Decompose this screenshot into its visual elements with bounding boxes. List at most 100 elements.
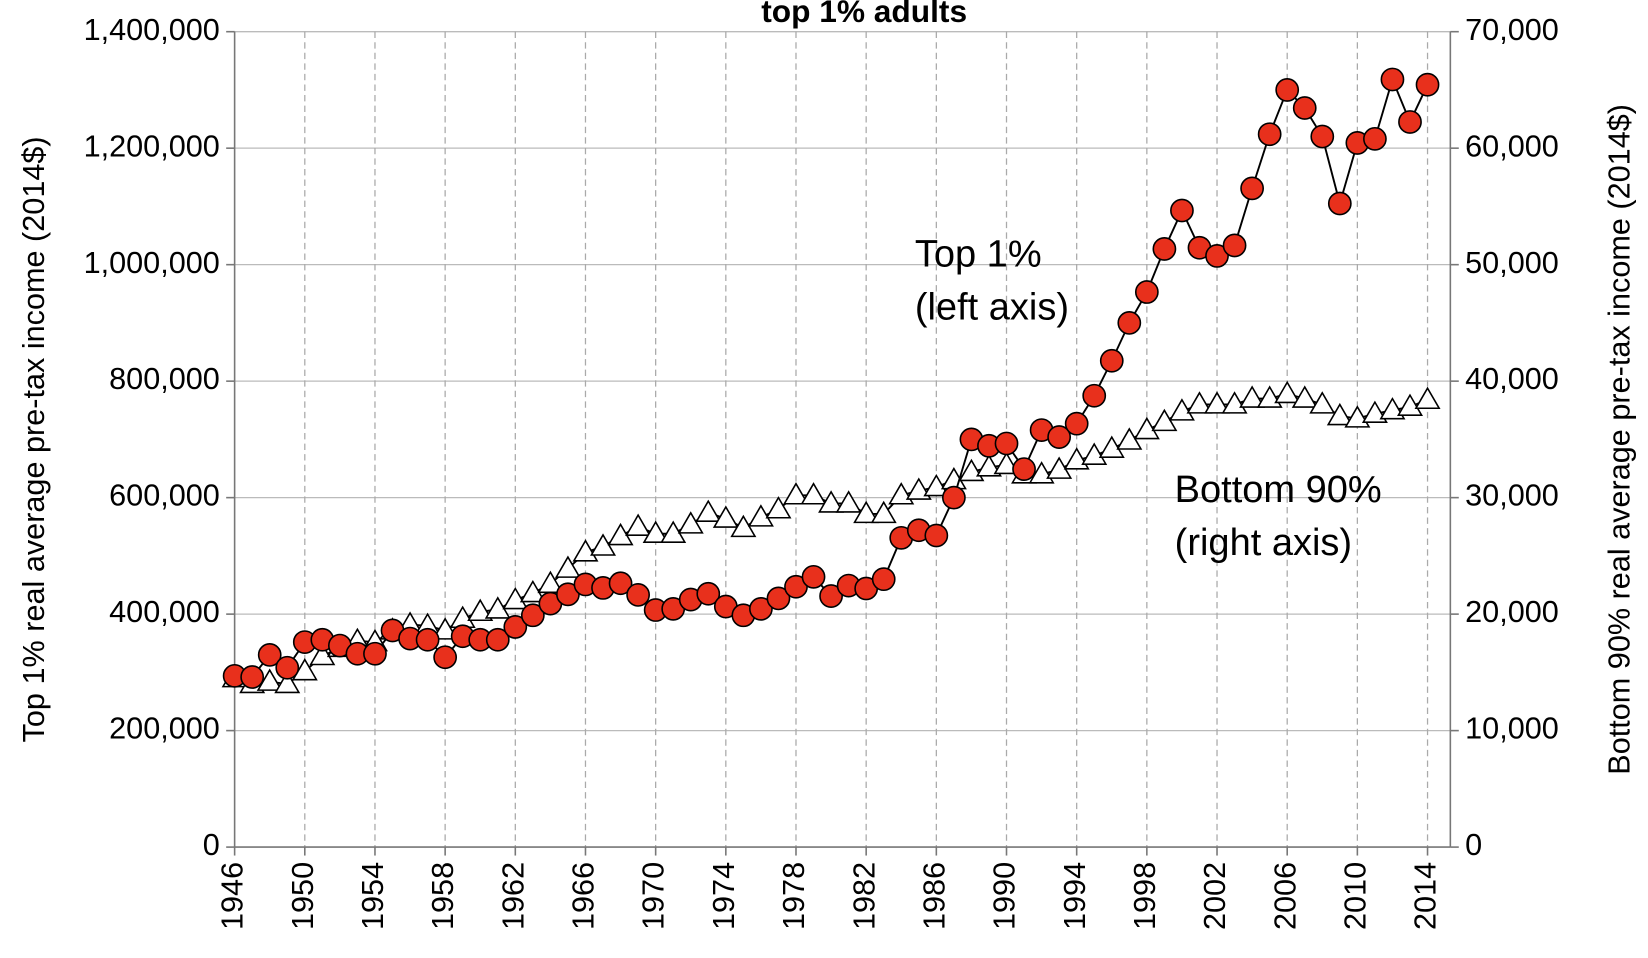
- y2-tick-label: 60,000: [1465, 129, 1559, 163]
- marker: [1152, 237, 1177, 261]
- marker: [432, 617, 459, 640]
- marker: [994, 431, 1019, 456]
- marker: [1012, 457, 1036, 481]
- x-tick-label: 1966: [567, 862, 601, 930]
- marker: [677, 511, 704, 534]
- y-tick-label: 400,000: [109, 595, 220, 629]
- x-tick-label: 2002: [1198, 862, 1232, 930]
- marker: [572, 539, 599, 562]
- marker: [415, 627, 440, 652]
- marker: [1099, 348, 1124, 373]
- x-tick-label: 1962: [496, 862, 530, 930]
- x-tick-label: 1950: [286, 862, 320, 930]
- marker: [1098, 435, 1125, 458]
- marker: [818, 490, 845, 513]
- marker: [924, 523, 949, 548]
- marker: [1170, 198, 1194, 223]
- marker: [1326, 402, 1353, 426]
- marker: [274, 670, 301, 694]
- marker: [363, 641, 387, 666]
- x-tick-label: 1954: [356, 862, 390, 930]
- marker: [1291, 385, 1318, 408]
- marker: [1134, 280, 1159, 304]
- marker: [941, 485, 966, 510]
- x-tick-label: 1978: [777, 862, 811, 930]
- chart-title: top 1% adults: [761, 0, 967, 29]
- marker: [1361, 400, 1388, 424]
- y2-tick-label: 50,000: [1465, 246, 1559, 280]
- marker: [1363, 126, 1387, 151]
- marker: [870, 500, 897, 524]
- y2-tick-label: 30,000: [1465, 479, 1559, 513]
- marker: [853, 500, 880, 524]
- marker: [783, 482, 809, 505]
- marker: [1257, 122, 1282, 147]
- marker: [503, 615, 528, 639]
- x-tick-label: 2014: [1409, 862, 1443, 930]
- y2-tick-label: 10,000: [1465, 712, 1559, 746]
- x-tick-label: 1970: [637, 862, 671, 930]
- marker: [747, 504, 774, 527]
- marker: [905, 477, 932, 500]
- y-axis-label: Top 1% real average pre-tax income (2014…: [17, 136, 51, 742]
- marker: [642, 520, 669, 543]
- x-tick-label: 1994: [1058, 862, 1092, 930]
- marker: [1380, 67, 1405, 92]
- marker: [1064, 411, 1089, 436]
- marker: [765, 496, 792, 519]
- y-tick-label: 1,200,000: [84, 129, 220, 163]
- marker: [1081, 442, 1108, 465]
- x-tick-label: 1974: [707, 862, 741, 930]
- marker: [1309, 391, 1336, 414]
- x-tick-label: 1946: [216, 862, 250, 930]
- marker: [800, 482, 827, 505]
- annotation: (left axis): [915, 287, 1069, 329]
- marker: [1274, 380, 1301, 404]
- marker: [257, 643, 282, 667]
- marker: [1133, 416, 1160, 440]
- marker: [1205, 244, 1229, 268]
- marker: [819, 584, 843, 608]
- marker: [275, 655, 300, 680]
- marker: [240, 665, 265, 689]
- marker: [1398, 110, 1422, 134]
- marker: [1292, 96, 1317, 120]
- marker: [1240, 176, 1264, 201]
- x-tick-label: 1982: [847, 862, 881, 930]
- y2-tick-label: 20,000: [1465, 595, 1559, 629]
- marker: [975, 454, 1002, 477]
- marker: [554, 555, 581, 578]
- marker: [1415, 72, 1440, 97]
- marker: [1168, 398, 1195, 421]
- x-tick-label: 1986: [917, 862, 951, 930]
- marker: [256, 668, 283, 691]
- y2-tick-label: 0: [1465, 828, 1482, 862]
- marker: [1310, 124, 1335, 149]
- x-tick-label: 1958: [426, 862, 460, 930]
- annotation: Bottom 90%: [1175, 469, 1382, 511]
- y-tick-label: 800,000: [109, 362, 220, 396]
- x-tick-label: 2010: [1338, 862, 1372, 930]
- marker: [1397, 393, 1423, 417]
- y2-tick-label: 40,000: [1465, 362, 1559, 396]
- marker: [801, 564, 826, 589]
- y-tick-label: 200,000: [109, 712, 220, 746]
- marker: [1414, 386, 1441, 410]
- marker: [923, 473, 950, 497]
- marker: [749, 596, 773, 621]
- marker: [1239, 385, 1266, 408]
- marker: [608, 571, 633, 596]
- y2-axis-label: Bottom 90% real average pre-tax income (…: [1603, 104, 1637, 775]
- marker: [695, 499, 722, 523]
- y-tick-label: 1,000,000: [84, 246, 220, 280]
- marker: [485, 627, 510, 652]
- marker: [871, 567, 896, 592]
- marker: [766, 586, 791, 611]
- y-tick-label: 0: [203, 828, 220, 862]
- marker: [1186, 391, 1213, 414]
- marker: [712, 505, 739, 528]
- marker: [835, 490, 862, 513]
- x-tick-label: 1990: [988, 862, 1022, 930]
